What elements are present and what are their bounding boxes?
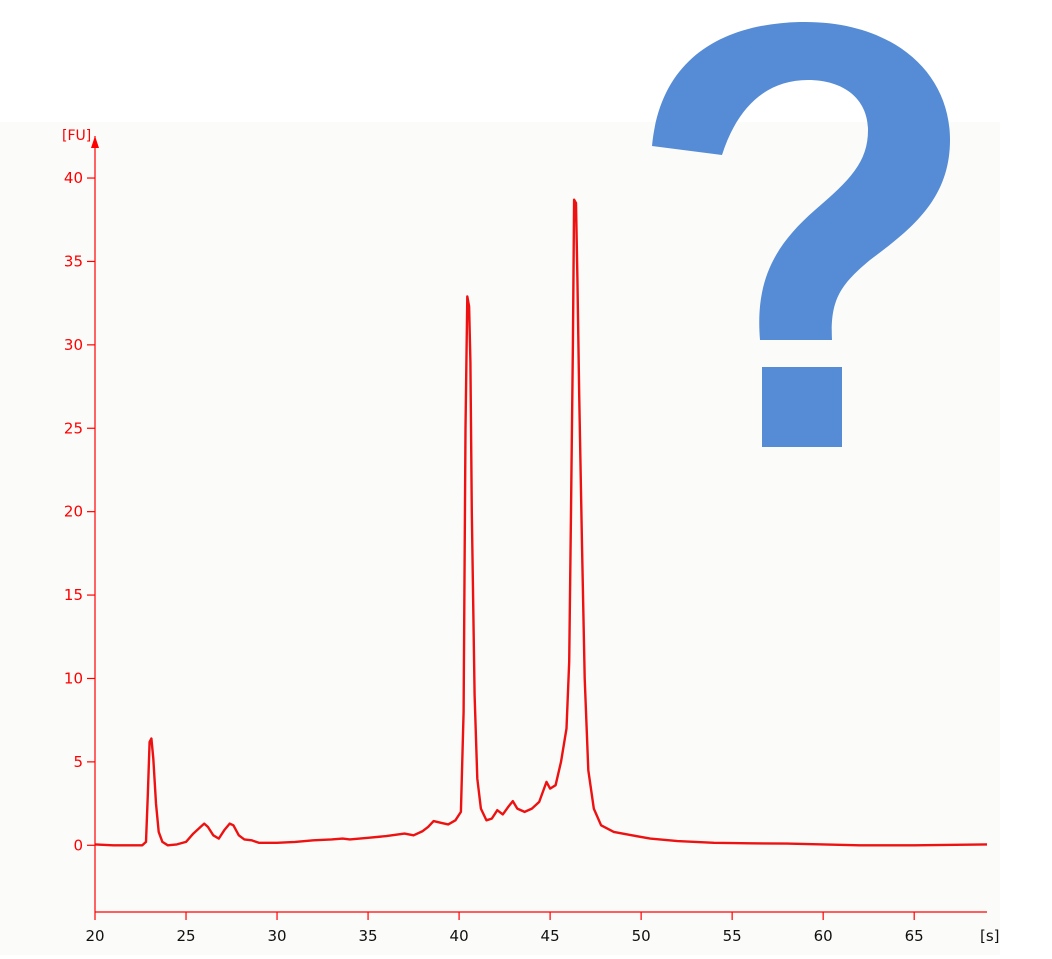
x-tick-label: 60 [814,927,833,945]
axes-layer: [FU] [s] 0 5 10 15 20 25 30 35 40 20 25 30 35 40 45 50… [62,128,1000,945]
fluorescence-trace-line [94,198,988,847]
x-tick-label: 35 [359,927,378,945]
y-tick-label: 0 [73,836,83,854]
y-axis-ticks: 0 5 10 15 20 25 30 35 40 [64,169,95,854]
x-tick-label: 55 [723,927,742,945]
x-tick-label: 40 [450,927,469,945]
question-mark-overlay: ? [652,21,950,447]
y-tick-label: 15 [64,586,83,604]
y-tick-label: 40 [64,169,83,187]
y-tick-label: 20 [64,503,83,521]
x-tick-label: 20 [85,927,104,945]
y-axis-unit-label: [FU] [62,128,91,144]
question-mark-dot [762,367,842,447]
x-tick-label: 45 [541,927,560,945]
x-tick-label: 50 [632,927,651,945]
y-tick-label: 10 [64,669,83,687]
y-tick-label: 30 [64,336,83,354]
data-layer [94,198,988,847]
question-mark-icon [652,21,950,340]
x-tick-label: 30 [267,927,286,945]
x-tick-label: 25 [176,927,195,945]
x-tick-label: 65 [905,927,924,945]
y-tick-label: 5 [73,753,83,771]
x-axis-ticks: 20 25 30 35 40 45 50 55 60 65 [85,912,924,945]
y-tick-label: 25 [64,419,83,437]
y-tick-label: 35 [64,252,83,270]
y-axis-arrowhead [91,136,99,148]
x-axis-unit-label: [s] [980,927,1000,945]
